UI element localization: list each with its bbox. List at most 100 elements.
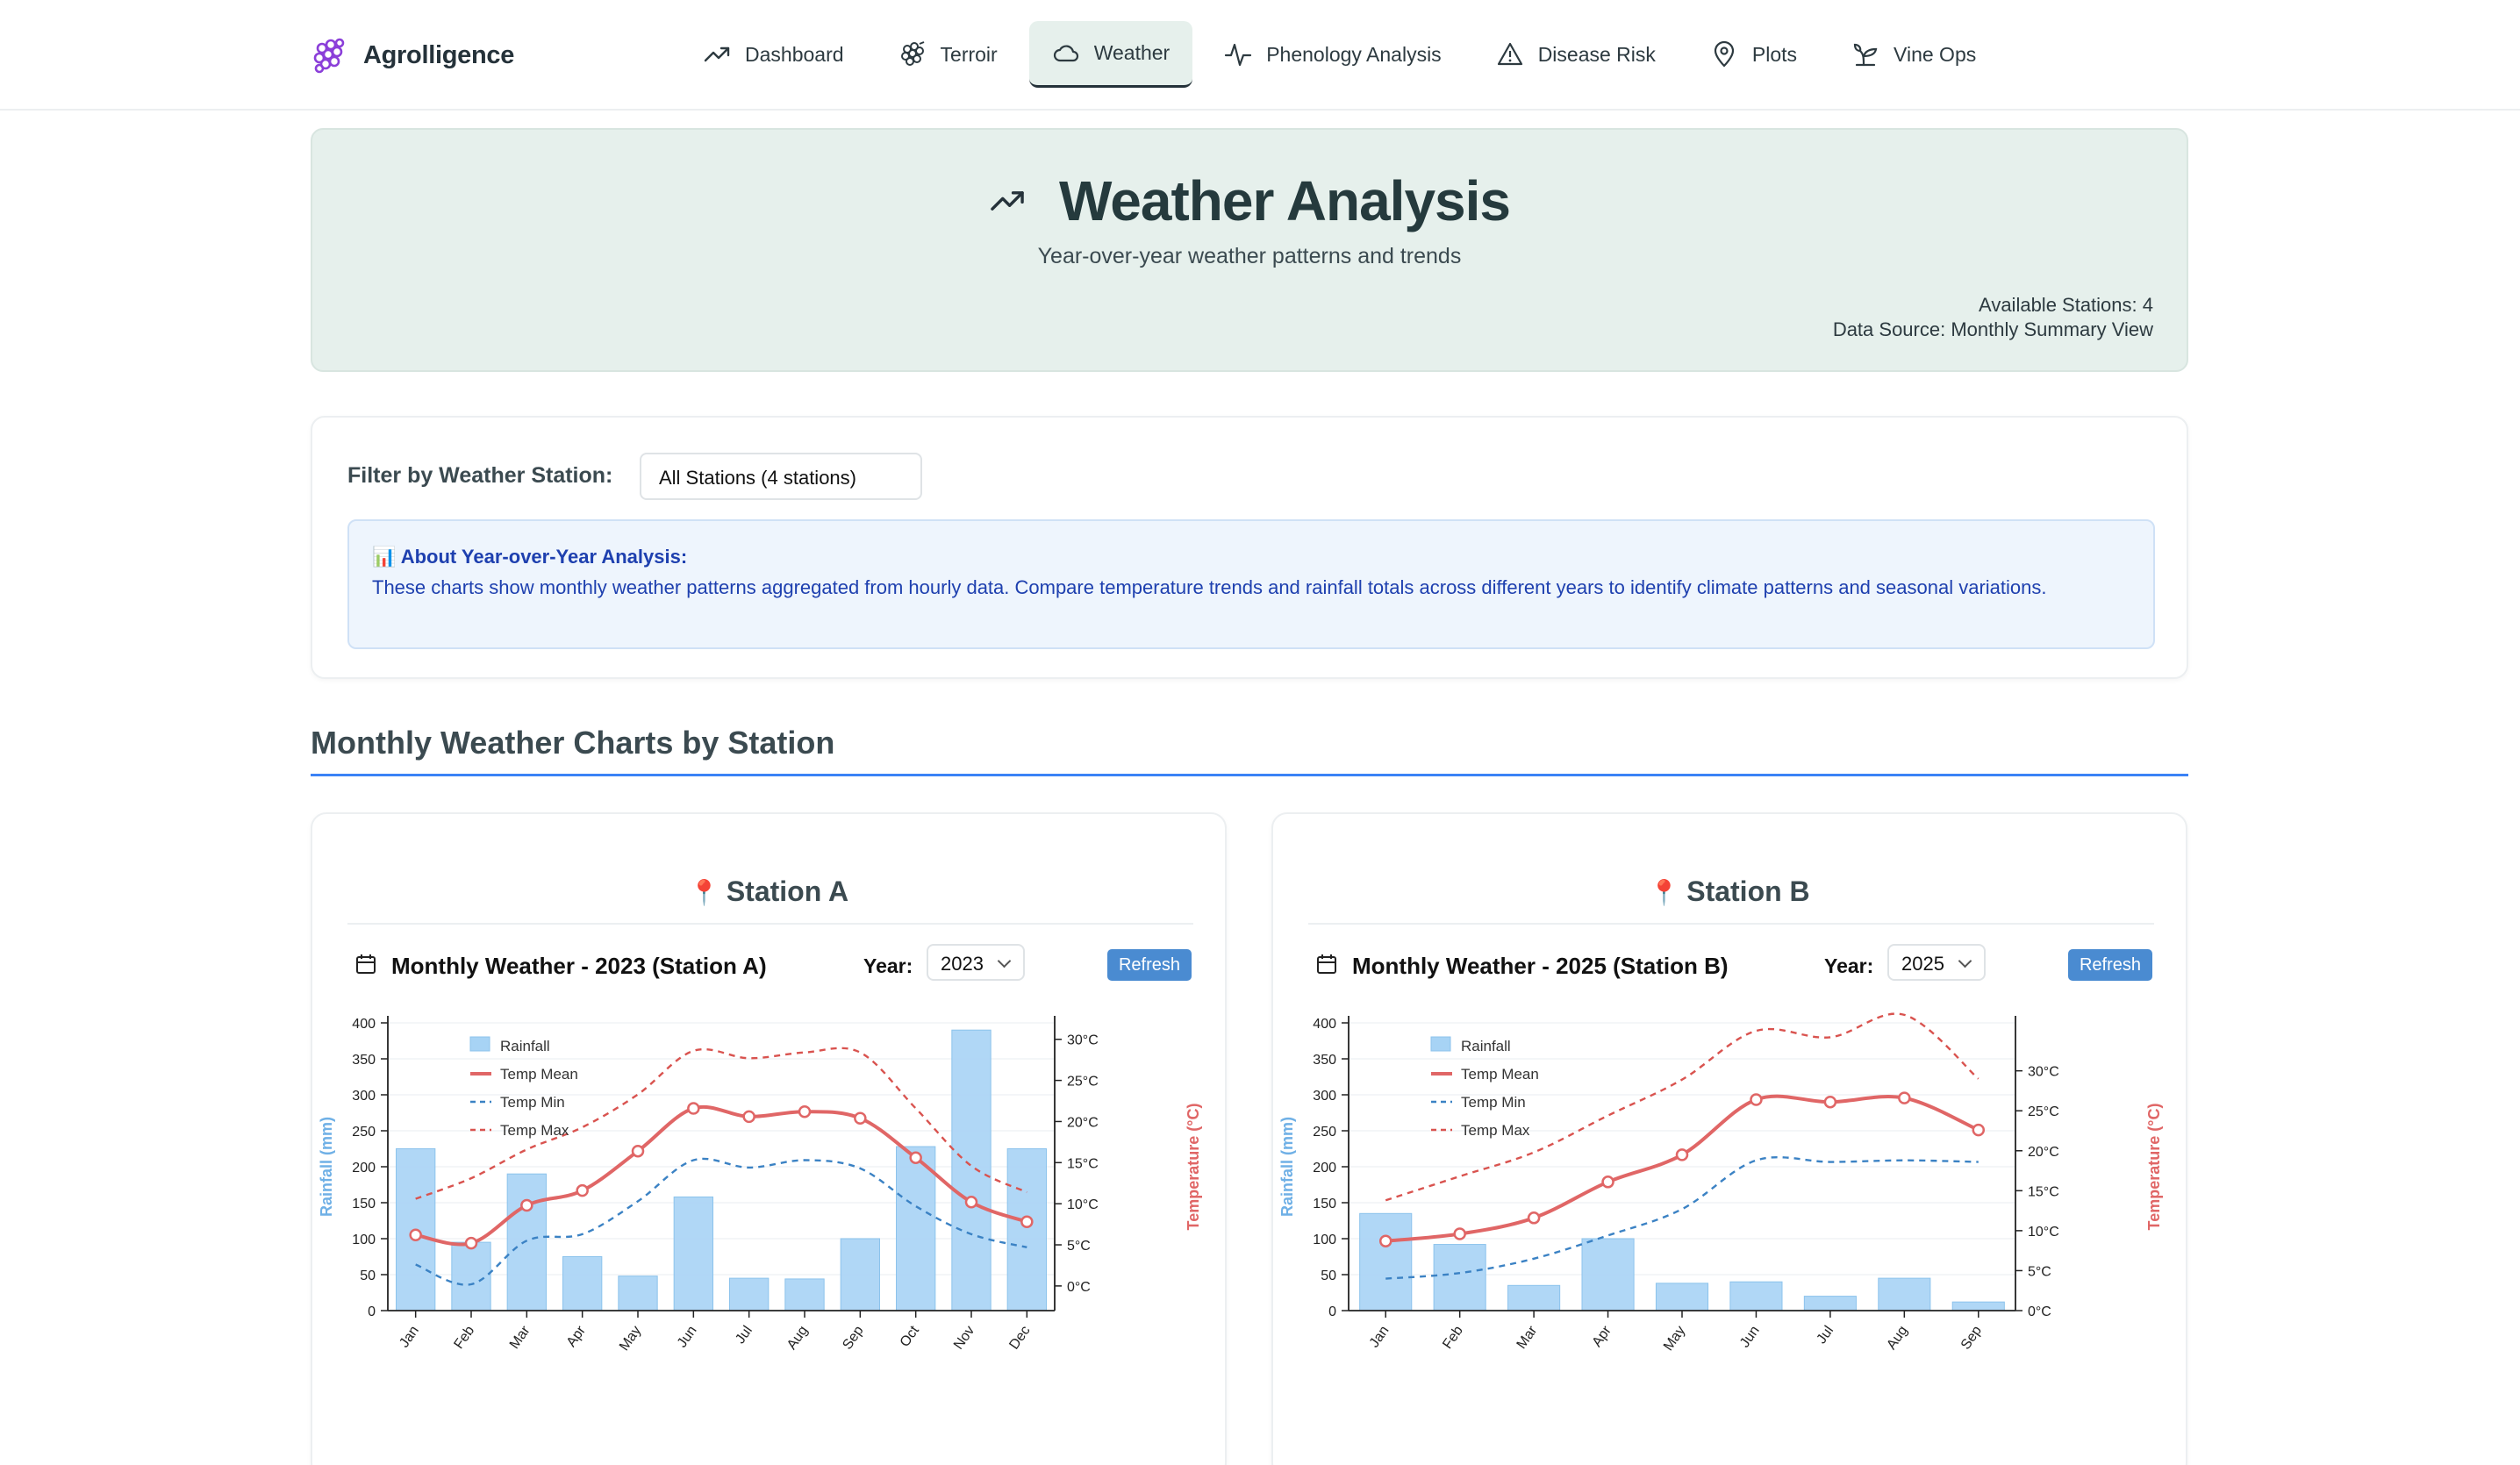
divider: [1308, 923, 2154, 925]
y-tick-label: 250: [1313, 1125, 1336, 1140]
temp-mean-point: [631, 1144, 645, 1158]
y2-tick-label: 25°C: [2028, 1104, 2059, 1119]
x-tick-label: Apr: [1590, 1323, 1615, 1350]
grapes-logo-icon: [313, 38, 345, 74]
year-select[interactable]: 2025: [1887, 944, 1986, 981]
x-tick-label: Jan: [397, 1324, 422, 1351]
trending-up-icon: [991, 191, 1024, 211]
calendar-icon: [1317, 954, 1336, 974]
x-tick-label: Mar: [1514, 1323, 1541, 1352]
nav-item-phenology[interactable]: Phenology Analysis: [1201, 21, 1464, 88]
rain-bar: [951, 1029, 992, 1311]
x-tick-label: Feb: [1440, 1323, 1466, 1351]
map-pin-icon: [1714, 40, 1735, 68]
temp-mean-point: [1020, 1215, 1034, 1229]
activity-icon: [1225, 43, 1252, 67]
x-tick-label: Jul: [1815, 1324, 1837, 1347]
legend-label: Temp Mean: [500, 1066, 578, 1083]
chart-title: Monthly Weather - 2025 (Station B): [1352, 953, 1729, 979]
y-tick-label: 200: [1313, 1161, 1336, 1176]
temp-max-line: [415, 1047, 1027, 1200]
temp-mean-point: [409, 1228, 422, 1242]
filter-label: Filter by Weather Station:: [347, 463, 613, 488]
station-title: 📍 Station A: [312, 875, 1225, 908]
y2-tick-label: 30°C: [1067, 1033, 1099, 1048]
station-card-b: 📍 Station B Monthly Weather - 2025 (Stati…: [1271, 812, 2187, 1465]
y2-tick-label: 0°C: [2028, 1304, 2051, 1319]
nav-menu: Dashboard Terroir Weather Phenology Anal…: [680, 21, 2008, 88]
rain-bar: [840, 1238, 881, 1311]
rain-bar: [1878, 1277, 1931, 1311]
rain-bar: [1507, 1284, 1561, 1311]
nav-item-terroir[interactable]: Terroir: [876, 21, 1020, 88]
map-pin-icon: 📍: [1649, 879, 1680, 906]
legend-label: Rainfall: [500, 1038, 550, 1054]
year-label: Year:: [863, 954, 913, 977]
available-stations: Available Stations: 4: [1979, 294, 2153, 316]
sprout-icon: [1853, 43, 1878, 67]
temp-mean-point: [798, 1104, 812, 1118]
year-select[interactable]: 2023: [927, 944, 1025, 981]
temp-mean-point: [520, 1198, 533, 1212]
refresh-button[interactable]: Refresh: [2068, 949, 2152, 981]
brand-name: Agrolligence: [363, 40, 515, 69]
x-tick-label: Aug: [1884, 1324, 1910, 1353]
rain-bar: [1581, 1238, 1635, 1311]
x-tick-label: Dec: [1006, 1324, 1033, 1353]
section-title: Monthly Weather Charts by Station: [311, 725, 835, 761]
page-subtitle: Year-over-year weather patterns and tren…: [1037, 244, 1462, 268]
y-tick-label: 150: [352, 1197, 376, 1211]
y2-tick-label: 5°C: [2028, 1264, 2051, 1279]
temp-mean-point: [1675, 1148, 1689, 1161]
legend-label: Temp Max: [500, 1122, 569, 1139]
cloud-icon: [1053, 44, 1078, 61]
nav-item-dashboard[interactable]: Dashboard: [680, 21, 867, 88]
rain-bar: [784, 1278, 825, 1311]
temp-mean-point: [1898, 1091, 1911, 1104]
info-title: 📊 About Year-over-Year Analysis:: [372, 546, 688, 568]
refresh-button[interactable]: Refresh: [1107, 949, 1192, 981]
x-tick-label: Jun: [675, 1324, 700, 1351]
temp-mean-point: [1750, 1093, 1763, 1106]
station-title: 📍 Station B: [1273, 875, 2186, 908]
rain-bar: [673, 1196, 713, 1311]
station-filter-select[interactable]: All Stations (4 stations): [640, 453, 922, 500]
temp-mean-point: [464, 1236, 478, 1250]
temp-mean-point: [742, 1110, 755, 1124]
x-tick-label: Sep: [1958, 1323, 1985, 1352]
temp-mean-line: [1385, 1094, 1979, 1243]
rain-bar: [1359, 1212, 1413, 1311]
weather-chart: 0 50 100 150 200 250 300 350 400 0°C 5°C 10°C 15°C 20…: [318, 1016, 1202, 1353]
y-tick-label: 50: [360, 1268, 376, 1283]
chart-header: Monthly Weather - 2023 (Station A) Year:…: [347, 942, 1193, 986]
calendar-icon: [356, 954, 376, 974]
temp-mean-point: [687, 1102, 700, 1115]
y2-axis-label: Temperature (°C): [2145, 1104, 2163, 1231]
y2-tick-label: 10°C: [1067, 1197, 1099, 1212]
rain-bar: [896, 1146, 936, 1311]
nav-item-vine-ops[interactable]: Vine Ops: [1829, 21, 1999, 88]
legend-rain-swatch: [1430, 1036, 1451, 1052]
temp-min-line: [415, 1157, 1027, 1286]
x-tick-label: May: [1661, 1324, 1688, 1353]
nav-item-weather[interactable]: Weather: [1028, 21, 1193, 88]
station-name: Station A: [726, 875, 849, 907]
rain-bar: [1006, 1148, 1048, 1311]
rain-bar: [451, 1241, 491, 1311]
nav-item-label: Terroir: [940, 42, 998, 66]
nav-item-disease-risk[interactable]: Disease Risk: [1473, 21, 1679, 88]
y-tick-label: 200: [352, 1161, 376, 1176]
temp-mean-point: [1823, 1095, 1837, 1109]
y-tick-label: 150: [1313, 1197, 1336, 1211]
legend-label: Temp Max: [1461, 1122, 1530, 1139]
x-tick-label: Jun: [1737, 1324, 1763, 1351]
station-card-a: 📍 Station A Monthly Weather - 2023 (Stati…: [311, 812, 1227, 1465]
filter-card: Filter by Weather Station: All Stations …: [311, 416, 2188, 679]
y2-tick-label: 30°C: [2028, 1065, 2059, 1080]
temp-mean-point: [1453, 1227, 1466, 1240]
x-tick-label: Oct: [898, 1323, 923, 1350]
temp-mean-point: [1527, 1211, 1541, 1225]
nav-item-plots[interactable]: Plots: [1687, 21, 1820, 88]
brand[interactable]: Agrolligence: [311, 33, 514, 77]
rain-bar: [1729, 1281, 1783, 1311]
